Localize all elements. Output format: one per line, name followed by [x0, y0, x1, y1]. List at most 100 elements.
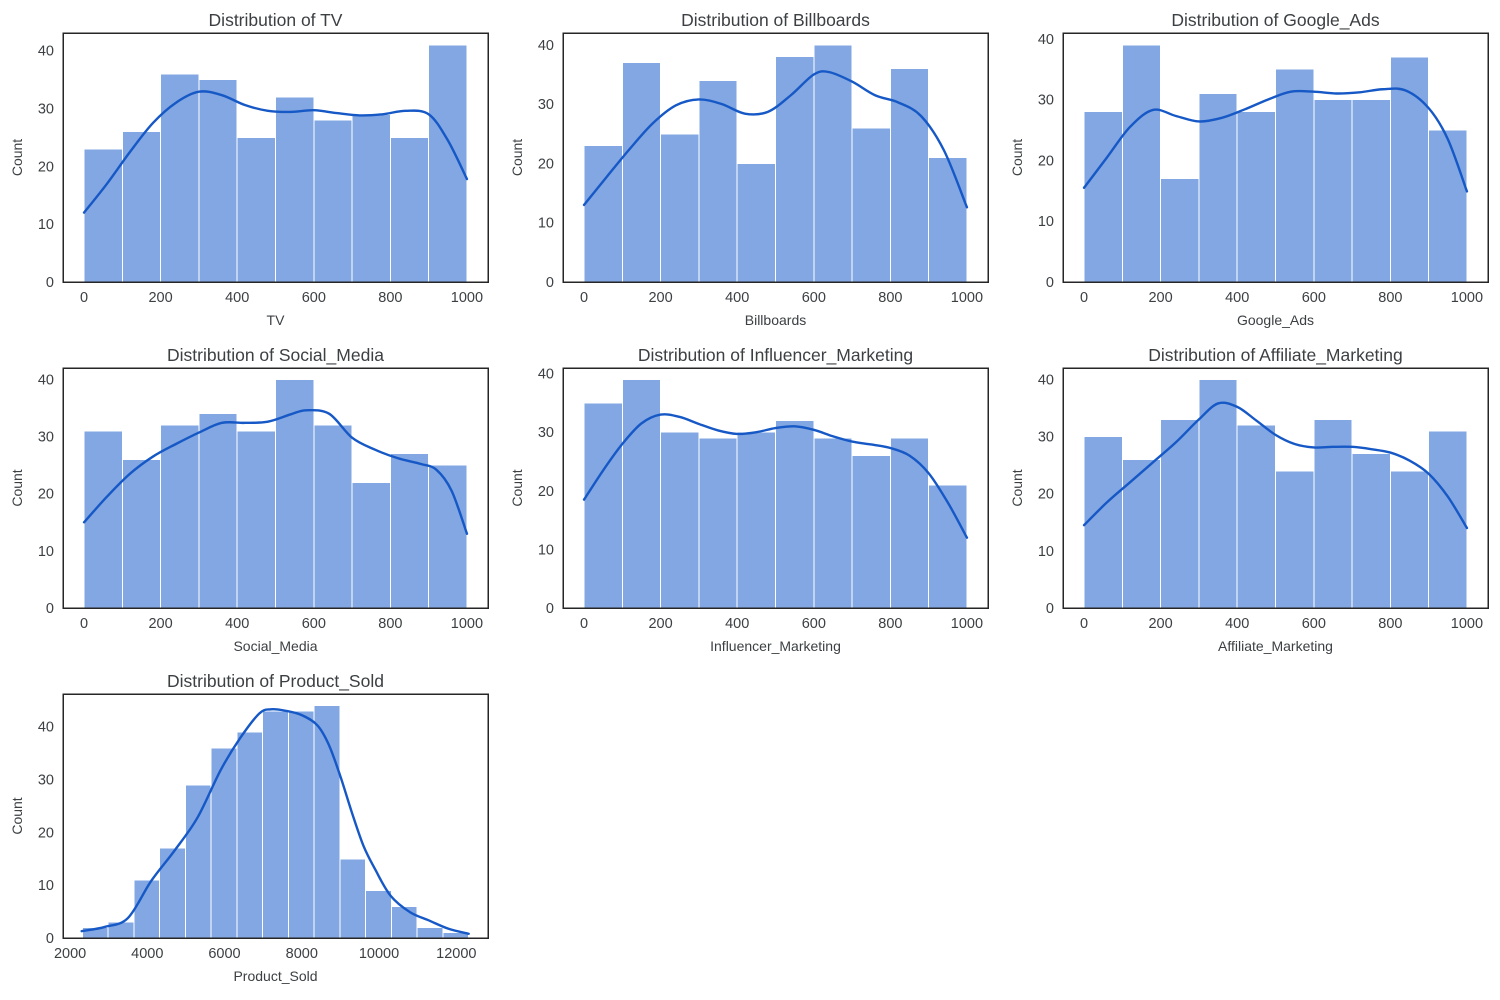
histogram-bar [621, 378, 662, 609]
histogram-bar [184, 784, 212, 939]
y-tick-label: 0 [46, 601, 54, 617]
histogram-bar [660, 133, 700, 283]
x-tick-label: 2000 [54, 946, 86, 962]
histogram-bar [928, 157, 968, 283]
chart-title: Distribution of Social_Media [167, 345, 384, 366]
axes-frame [62, 32, 489, 283]
kde-curve [582, 413, 969, 539]
x-tick-label: 4000 [131, 946, 163, 962]
y-axis-label: Count [9, 797, 25, 834]
axes-frame [1062, 367, 1489, 609]
histogram-bar [1351, 453, 1391, 609]
histogram-bar [313, 424, 353, 609]
x-tick-label: 0 [1080, 616, 1088, 632]
histogram-bar [160, 424, 200, 609]
kde-curve [82, 90, 469, 214]
histogram-bar [121, 458, 162, 609]
y-tick-label: 30 [38, 773, 54, 789]
histogram-bar [736, 431, 777, 609]
histogram-bar [1121, 44, 1162, 283]
y-tick-label: 10 [1038, 544, 1054, 560]
empty-cell [500, 666, 1000, 1000]
histogram-bar [351, 113, 391, 283]
empty-cell [1000, 666, 1500, 1000]
y-tick-label: 0 [1046, 601, 1054, 617]
y-axis-label: Count [1009, 469, 1025, 506]
x-tick-label: 800 [378, 616, 402, 632]
x-tick-label: 400 [1225, 616, 1249, 632]
kde-curve [80, 708, 470, 935]
subplot-product-sold: 2000 4000 6000 8000 10000 12000 0 10 20 30 40 Distr… [0, 666, 500, 1000]
y-axis-label: Count [509, 139, 525, 176]
histogram-bar [313, 119, 353, 283]
y-tick-label: 40 [1038, 372, 1054, 388]
histogram-bar [262, 710, 289, 939]
histogram-bar [1121, 458, 1162, 609]
chart-title: Distribution of Billboards [681, 10, 870, 30]
histogram-chart-tv: 0 200 400 600 800 1000 0 10 20 30 40 Distribution o… [0, 0, 500, 333]
histogram-bar [1198, 93, 1238, 283]
histogram-bar [287, 710, 315, 939]
histogram-bar [813, 44, 853, 283]
x-tick-label: 800 [878, 616, 902, 632]
histogram-chart-social_media: 0 200 400 600 800 1000 0 10 20 30 40 Distribution o… [0, 333, 500, 666]
y-tick-label: 30 [1038, 430, 1054, 446]
x-tick-label: 200 [148, 290, 172, 306]
x-tick-label: 12000 [436, 946, 476, 962]
axes-frame [62, 367, 489, 609]
x-tick-label: 0 [580, 290, 588, 306]
y-tick-label: 30 [38, 102, 54, 118]
histogram-bar [621, 62, 662, 283]
y-tick-label: 10 [38, 217, 54, 233]
histogram-bar [851, 455, 891, 609]
y-tick-label: 10 [1038, 214, 1054, 230]
x-tick-label: 0 [580, 616, 588, 632]
histogram-bar [889, 437, 930, 609]
x-tick-label: 0 [80, 290, 88, 306]
histogram-bar [416, 926, 444, 939]
y-tick-label: 20 [38, 159, 54, 175]
y-tick-label: 10 [538, 542, 554, 558]
y-tick-label: 40 [38, 372, 54, 388]
histogram-bar [339, 858, 367, 939]
histogram-bar [389, 453, 430, 609]
x-axis-label: Billboards [745, 312, 806, 328]
histogram-bars [83, 378, 468, 609]
histogram-bar [1313, 99, 1353, 283]
x-tick-label: 0 [80, 616, 88, 632]
y-tick-label: 30 [1038, 93, 1054, 109]
subplot-affiliate-marketing: 0 200 400 600 800 1000 0 10 20 30 40 Distribution o… [1000, 333, 1500, 666]
histogram-bar [351, 481, 391, 609]
x-tick-label: 800 [878, 290, 902, 306]
histogram-bar [775, 419, 815, 609]
histogram-bar [813, 437, 853, 609]
histogram-bar [160, 73, 200, 283]
histogram-bar [313, 705, 341, 939]
kde-curve [1082, 87, 1469, 193]
kde-curve [82, 408, 469, 535]
histogram-chart-billboards: 0 200 400 600 800 1000 0 10 20 30 40 Distribution o… [500, 0, 1000, 333]
subplot-billboards: 0 200 400 600 800 1000 0 10 20 30 40 Distribution o… [500, 0, 1000, 333]
x-tick-label: 200 [648, 290, 672, 306]
x-tick-label: 400 [225, 616, 249, 632]
histogram-bars [583, 378, 968, 609]
x-tick-label: 800 [378, 290, 402, 306]
kde-curve [1082, 401, 1469, 530]
histogram-bar [198, 413, 238, 609]
y-tick-label: 30 [538, 97, 554, 113]
x-tick-label: 10000 [359, 946, 399, 962]
y-tick-label: 0 [46, 275, 54, 291]
x-axis-label: TV [267, 312, 286, 328]
y-axis-label: Count [1009, 139, 1025, 176]
y-tick-label: 30 [538, 425, 554, 441]
x-tick-label: 8000 [286, 946, 318, 962]
x-tick-label: 1000 [451, 290, 483, 306]
histogram-bar [889, 68, 930, 283]
x-tick-label: 600 [302, 290, 326, 306]
histogram-bar [83, 430, 123, 609]
histogram-bar [1160, 178, 1200, 283]
histogram-bar [198, 79, 238, 283]
y-tick-label: 10 [38, 544, 54, 560]
histogram-bar [736, 162, 777, 283]
